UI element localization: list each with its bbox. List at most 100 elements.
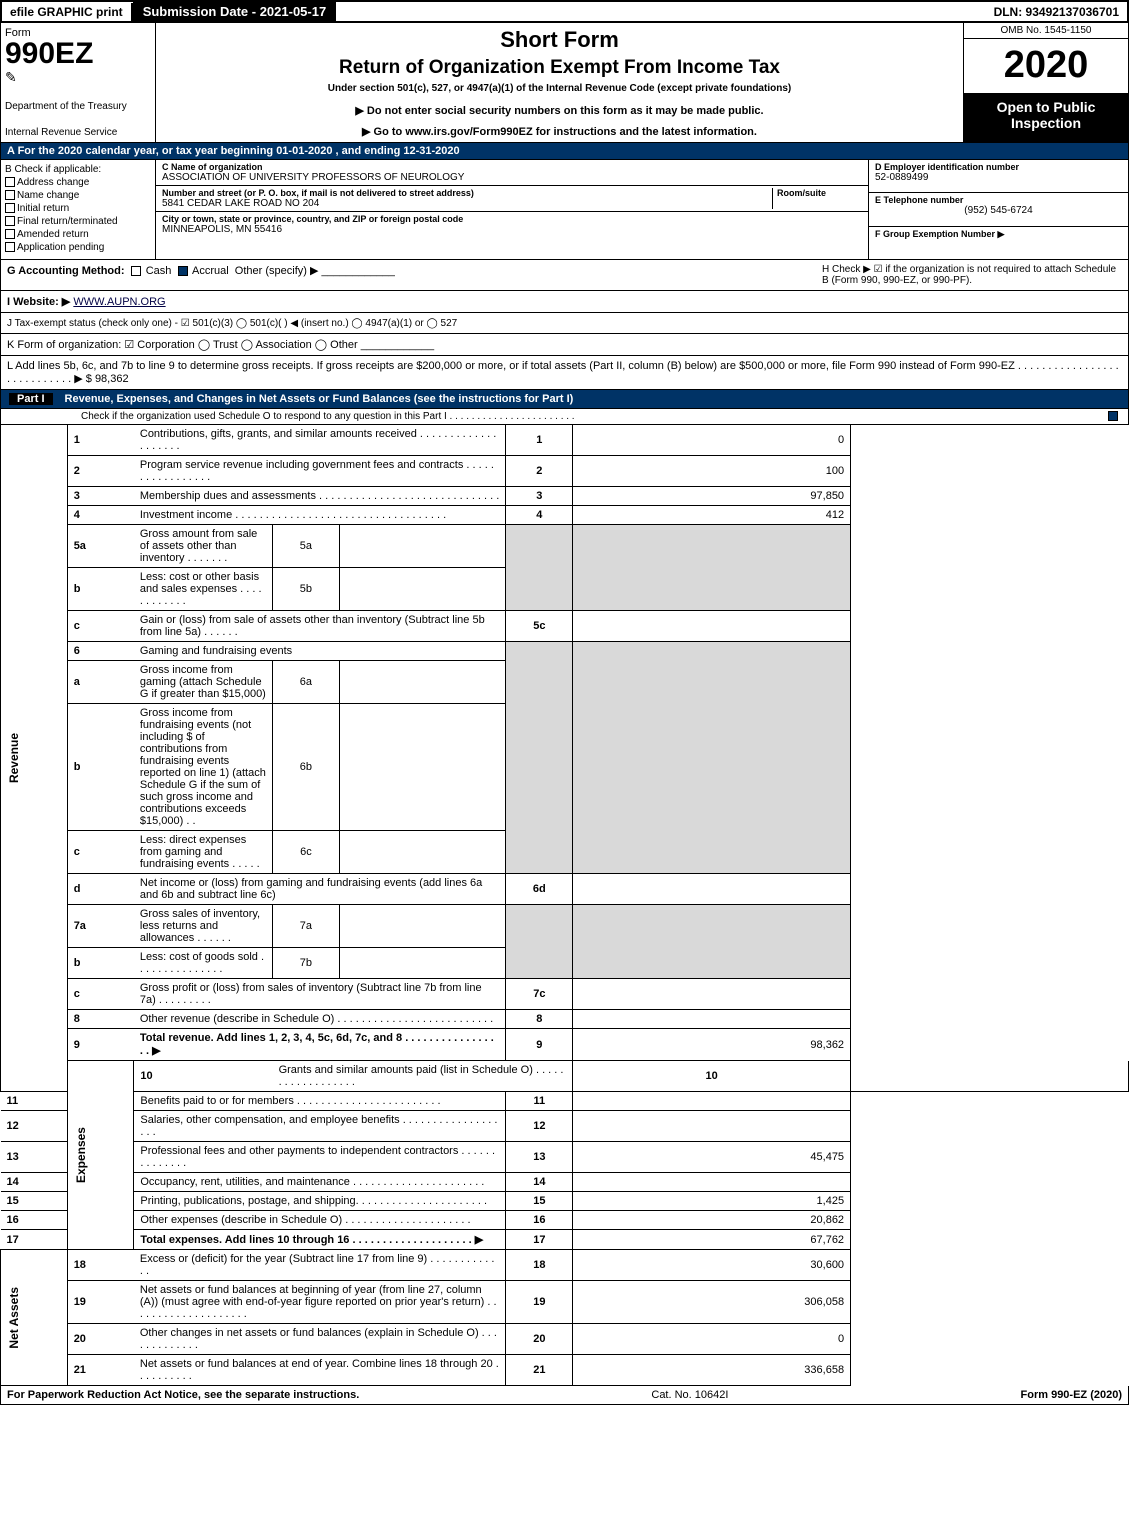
- part1-sub: Check if the organization used Schedule …: [0, 409, 1129, 425]
- accounting-accrual[interactable]: Accrual: [192, 265, 229, 277]
- line-5a-sn: 5a: [273, 525, 340, 568]
- line-1-desc: Contributions, gifts, grants, and simila…: [134, 425, 506, 456]
- line-6d-rv: [573, 874, 851, 905]
- form-header: Form 990EZ ✎ Department of the Treasury …: [0, 23, 1129, 143]
- line-11-desc: Benefits paid to or for members . . . . …: [134, 1092, 506, 1111]
- tax-exempt-status: J Tax-exempt status (check only one) - ☑…: [7, 318, 457, 329]
- line-5a-desc: Gross amount from sale of assets other t…: [134, 525, 273, 568]
- line-12-rn: 12: [506, 1111, 573, 1142]
- schedule-o-check[interactable]: [1108, 411, 1118, 421]
- line-7c-rn: 7c: [506, 979, 573, 1010]
- line-19-n: 19: [67, 1281, 134, 1324]
- line-6b-n: b: [67, 704, 134, 831]
- line-6a-sv: [339, 661, 506, 704]
- line-5c-rn: 5c: [506, 611, 573, 642]
- line-8-rn: 8: [506, 1010, 573, 1029]
- line-6c-desc: Less: direct expenses from gaming and fu…: [134, 831, 273, 874]
- line-7c-rv: [573, 979, 851, 1010]
- expenses-side-label: Expenses: [74, 1127, 88, 1183]
- chk-amended[interactable]: Amended return: [5, 229, 151, 240]
- phone-value: (952) 545-6724: [875, 205, 1122, 216]
- line-10-n: 10: [134, 1061, 273, 1092]
- line-16-n: 16: [1, 1211, 68, 1230]
- line-9-desc: Total revenue. Add lines 1, 2, 3, 4, 5c,…: [134, 1029, 506, 1061]
- group-exemption-label: F Group Exemption Number ▶: [875, 229, 1122, 240]
- line-7a-n: 7a: [67, 905, 134, 948]
- line-8-rv: [573, 1010, 851, 1029]
- omb-number: OMB No. 1545-1150: [964, 23, 1128, 39]
- part1-tag: Part I: [9, 393, 53, 405]
- line-6-desc: Gaming and fundraising events: [134, 642, 506, 661]
- tax-period: A For the 2020 calendar year, or tax yea…: [0, 143, 1129, 160]
- return-title: Return of Organization Exempt From Incom…: [164, 57, 955, 79]
- line-12-n: 12: [1, 1111, 68, 1142]
- line-17-desc: Total expenses. Add lines 10 through 16 …: [134, 1230, 506, 1250]
- chk-name-change[interactable]: Name change: [5, 190, 151, 201]
- line-15-desc: Printing, publications, postage, and shi…: [134, 1192, 506, 1211]
- shade-7v: [573, 905, 851, 979]
- line-14-rn: 14: [506, 1173, 573, 1192]
- website-link[interactable]: WWW.AUPN.ORG: [73, 296, 165, 308]
- dept-treasury: Department of the Treasury: [5, 101, 151, 112]
- line-1-rv: 0: [573, 425, 851, 456]
- ein-value: 52-0889499: [875, 172, 1122, 183]
- revenue-side-label: Revenue: [7, 733, 21, 783]
- line-8-desc: Other revenue (describe in Schedule O) .…: [134, 1010, 506, 1029]
- line-18-rn: 18: [506, 1250, 573, 1281]
- line-7a-sn: 7a: [273, 905, 340, 948]
- chk-address-change[interactable]: Address change: [5, 177, 151, 188]
- line-5a-n: 5a: [67, 525, 134, 568]
- netassets-side-label: Net Assets: [7, 1287, 21, 1349]
- chk-initial-return[interactable]: Initial return: [5, 203, 151, 214]
- box-b: B Check if applicable: Address change Na…: [1, 160, 156, 259]
- header-right: OMB No. 1545-1150 2020 Open to Public In…: [963, 23, 1128, 142]
- line-6a-n: a: [67, 661, 134, 704]
- form-of-org: K Form of organization: ☑ Corporation ◯ …: [7, 339, 358, 351]
- line-16-desc: Other expenses (describe in Schedule O) …: [134, 1211, 506, 1230]
- line-19-rn: 19: [506, 1281, 573, 1324]
- line-4-n: 4: [67, 506, 134, 525]
- chk-pending[interactable]: Application pending: [5, 242, 151, 253]
- row-k: K Form of organization: ☑ Corporation ◯ …: [0, 334, 1129, 356]
- row-l: L Add lines 5b, 6c, and 7b to line 9 to …: [0, 356, 1129, 390]
- shade-6v: [573, 642, 851, 874]
- line-13-n: 13: [1, 1142, 68, 1173]
- accounting-other[interactable]: Other (specify) ▶: [235, 265, 319, 277]
- efile-print-button[interactable]: efile GRAPHIC print: [2, 3, 133, 21]
- line-11-n: 11: [1, 1092, 68, 1111]
- box-def: D Employer identification number 52-0889…: [868, 160, 1128, 259]
- line-3-rn: 3: [506, 487, 573, 506]
- line-4-desc: Investment income . . . . . . . . . . . …: [134, 506, 506, 525]
- goto-link[interactable]: ▶ Go to www.irs.gov/Form990EZ for instru…: [164, 125, 955, 138]
- line-16-rn: 16: [506, 1211, 573, 1230]
- line-21-n: 21: [67, 1355, 134, 1386]
- line-5b-sn: 5b: [273, 568, 340, 611]
- part1-table: Revenue 1Contributions, gifts, grants, a…: [0, 425, 1129, 1386]
- line-7a-desc: Gross sales of inventory, less returns a…: [134, 905, 273, 948]
- line-20-rn: 20: [506, 1324, 573, 1355]
- open-to-public: Open to Public Inspection: [964, 93, 1128, 142]
- org-name-label: C Name of organization: [162, 162, 460, 172]
- accounting-cash[interactable]: Cash: [146, 265, 172, 277]
- line-16-rv: 20,862: [573, 1211, 851, 1230]
- line-13-rn: 13: [506, 1142, 573, 1173]
- line-6d-rn: 6d: [506, 874, 573, 905]
- footer-cat: Cat. No. 10642I: [651, 1389, 728, 1401]
- form-number: 990EZ: [5, 39, 151, 69]
- line-18-desc: Excess or (deficit) for the year (Subtra…: [134, 1250, 506, 1281]
- org-address: 5841 CEDAR LAKE ROAD NO 204: [162, 198, 772, 209]
- line-19-desc: Net assets or fund balances at beginning…: [134, 1281, 506, 1324]
- chk-final-return[interactable]: Final return/terminated: [5, 216, 151, 227]
- line-14-desc: Occupancy, rent, utilities, and maintena…: [134, 1173, 506, 1192]
- line-5b-desc: Less: cost or other basis and sales expe…: [134, 568, 273, 611]
- line-3-rv: 97,850: [573, 487, 851, 506]
- line-18-rv: 30,600: [573, 1250, 851, 1281]
- line-4-rv: 412: [573, 506, 851, 525]
- line-21-rv: 336,658: [573, 1355, 851, 1386]
- line-17-n: 17: [1, 1230, 68, 1250]
- line-17-rn: 17: [506, 1230, 573, 1250]
- shade-6: [506, 642, 573, 874]
- line-10-rv: [851, 1061, 1129, 1092]
- line-20-n: 20: [67, 1324, 134, 1355]
- submission-date: Submission Date - 2021-05-17: [133, 2, 337, 21]
